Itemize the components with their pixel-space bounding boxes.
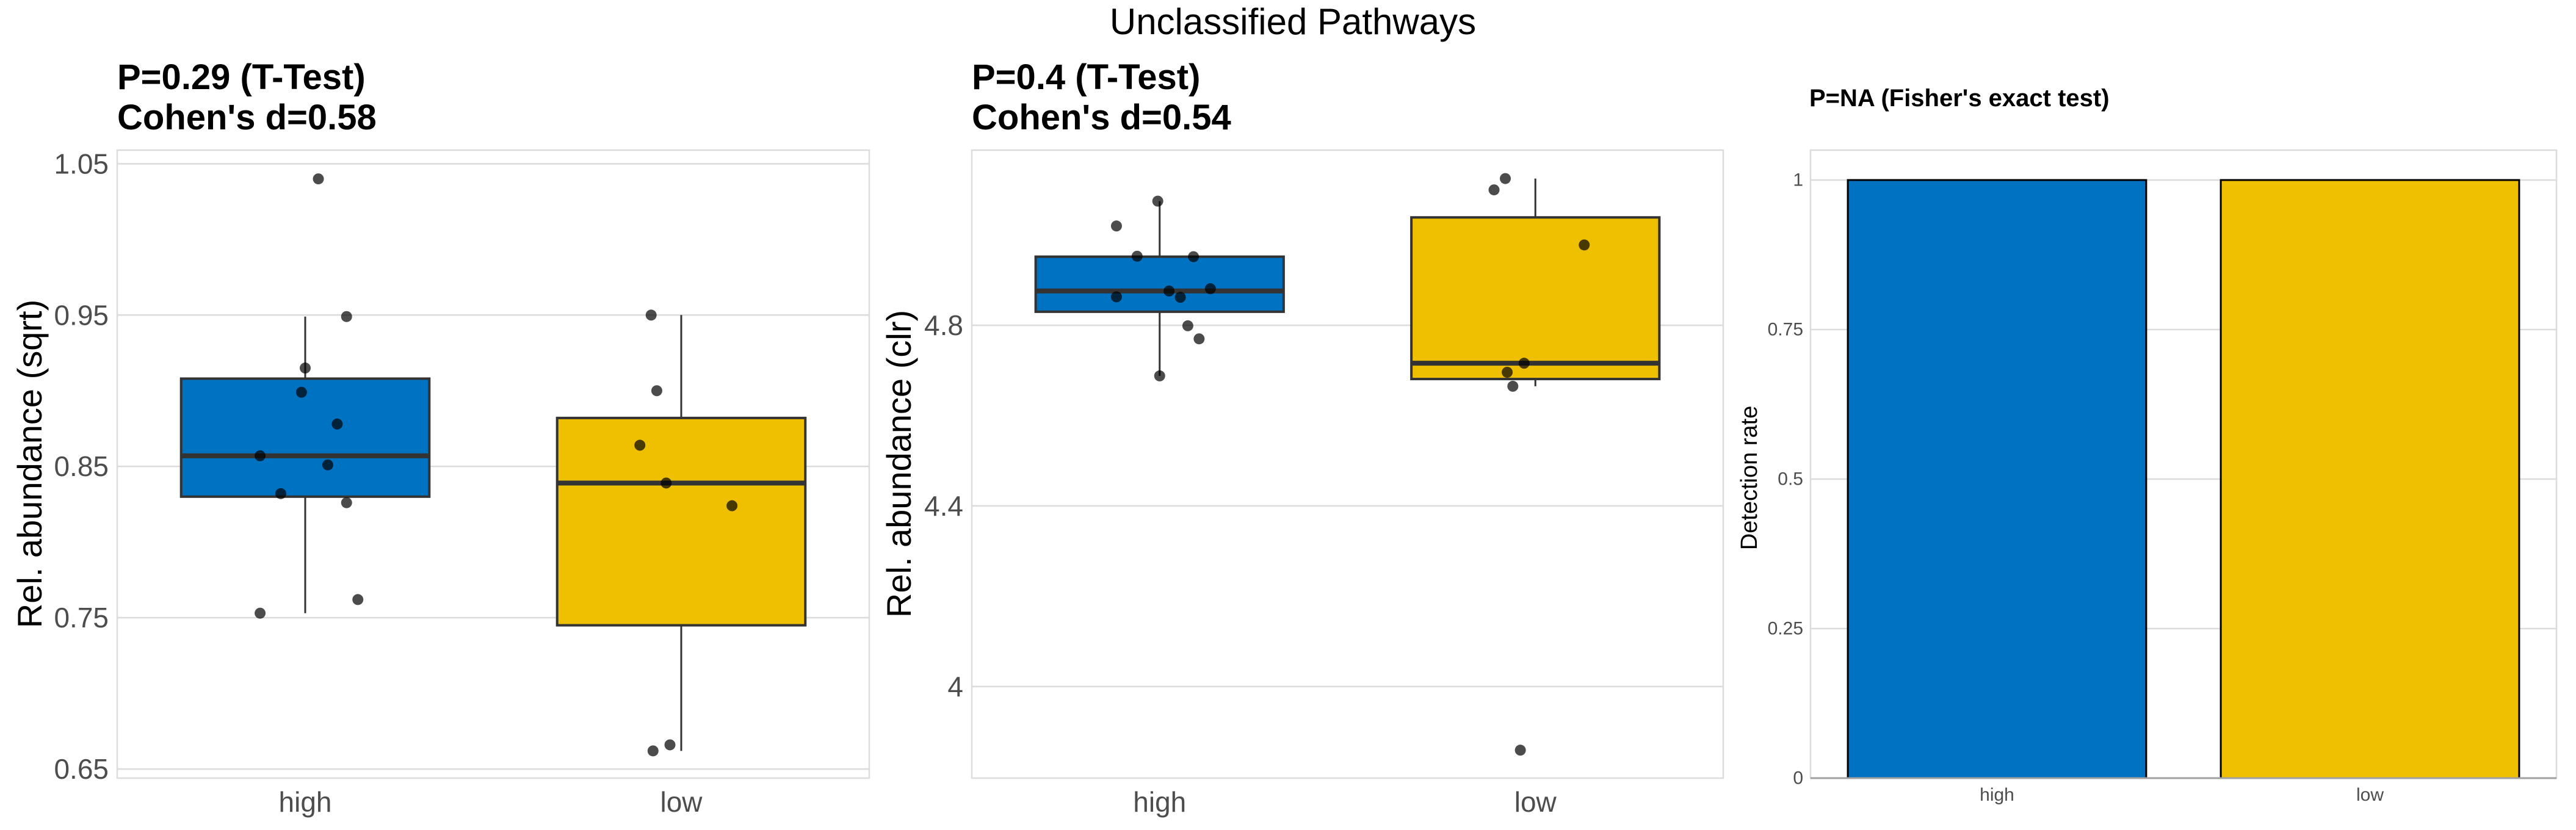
data-point [322, 459, 333, 471]
data-point [1163, 285, 1175, 297]
data-point [1500, 173, 1511, 184]
data-point [1507, 380, 1519, 392]
box-low [555, 416, 807, 627]
data-point [255, 450, 266, 461]
y-axis-label: Detection rate [1737, 406, 1762, 550]
data-point [1152, 195, 1163, 207]
data-point [313, 173, 324, 185]
box-low [1410, 216, 1661, 381]
data-point [645, 309, 657, 321]
x-tick-label: low [1514, 786, 1557, 818]
x-tick-label: high [1133, 786, 1186, 818]
y-tick-label: 0.85 [54, 450, 109, 482]
data-point [1131, 250, 1143, 262]
bar-high [1847, 179, 2147, 779]
plot-area: 0.65 0.75 0.85 0.95 1.05 high low [54, 148, 870, 818]
data-point [726, 500, 738, 511]
data-point [660, 477, 672, 489]
y-axis-label: Rel. abundance (sqrt) [10, 300, 49, 629]
y-tick-label: 4 [947, 671, 963, 702]
panel-detection-barplot: P=NA (Fisher's exact test) Detection rat… [1737, 85, 2558, 805]
y-tick-label: 1.05 [54, 148, 109, 179]
y-tick-label: 4.4 [924, 490, 963, 522]
x-tick-label: low [2356, 785, 2384, 805]
y-tick-label: 4.8 [924, 309, 963, 341]
y-tick-label: 0.25 [1768, 619, 1803, 639]
data-point [664, 739, 676, 751]
y-tick-label: 1 [1793, 170, 1803, 190]
data-point [1110, 220, 1122, 232]
data-point [651, 385, 662, 397]
data-point [647, 745, 659, 757]
y-tick-label: 0.5 [1778, 469, 1803, 489]
data-point [1514, 745, 1526, 756]
y-tick-label: 0 [1793, 768, 1803, 789]
x-tick-label: high [1980, 785, 2014, 805]
data-point [300, 363, 311, 374]
data-point [341, 311, 352, 322]
panel-title-line-2: Cohen's d=0.58 [117, 98, 377, 137]
data-point [1182, 320, 1193, 331]
plot-area: 0 0.25 0.5 0.75 1 high low [1768, 149, 2558, 805]
data-point [1193, 333, 1205, 345]
box-high [179, 377, 431, 498]
data-point [1188, 251, 1199, 262]
figure-title: Unclassified Pathways [1110, 1, 1476, 42]
x-tick-label: high [279, 786, 332, 818]
data-point [1488, 184, 1500, 196]
data-point [255, 607, 266, 619]
y-tick-label: 0.75 [54, 602, 109, 633]
panel-title-line-1: P=0.4 (T-Test) [972, 57, 1200, 97]
data-point [1502, 366, 1513, 378]
data-point [1579, 239, 1590, 251]
panel-title-line-1: P=0.29 (T-Test) [117, 57, 366, 97]
x-tick-label: low [660, 786, 703, 818]
panel-sqrt-boxplot: P=0.29 (T-Test) Cohen's d=0.58 Rel. abun… [10, 57, 870, 818]
y-axis-label: Rel. abundance (clr) [880, 310, 918, 618]
plot-frame [971, 149, 1724, 779]
data-point [1110, 291, 1122, 303]
data-point [341, 497, 352, 508]
plot-frame [116, 149, 870, 779]
data-point [275, 488, 286, 499]
plot-area: 4 4.4 4.8 high low [924, 149, 1724, 818]
data-point [1174, 292, 1186, 303]
data-point [1154, 370, 1165, 381]
y-tick-label: 0.75 [1768, 320, 1803, 340]
bar-low [2220, 179, 2520, 779]
data-point [295, 386, 307, 398]
panel-title-line-1: P=NA (Fisher's exact test) [1809, 85, 2110, 112]
data-point [1518, 358, 1530, 369]
data-point [634, 439, 646, 451]
y-tick-label: 0.95 [54, 299, 109, 331]
panel-title-line-2: Cohen's d=0.54 [972, 98, 1231, 137]
box-high [1034, 255, 1285, 313]
data-point [1204, 283, 1216, 295]
data-point [331, 418, 343, 430]
panel-clr-boxplot: P=0.4 (T-Test) Cohen's d=0.54 Rel. abund… [880, 57, 1724, 818]
y-tick-label: 0.65 [54, 753, 109, 785]
data-point [352, 594, 364, 605]
